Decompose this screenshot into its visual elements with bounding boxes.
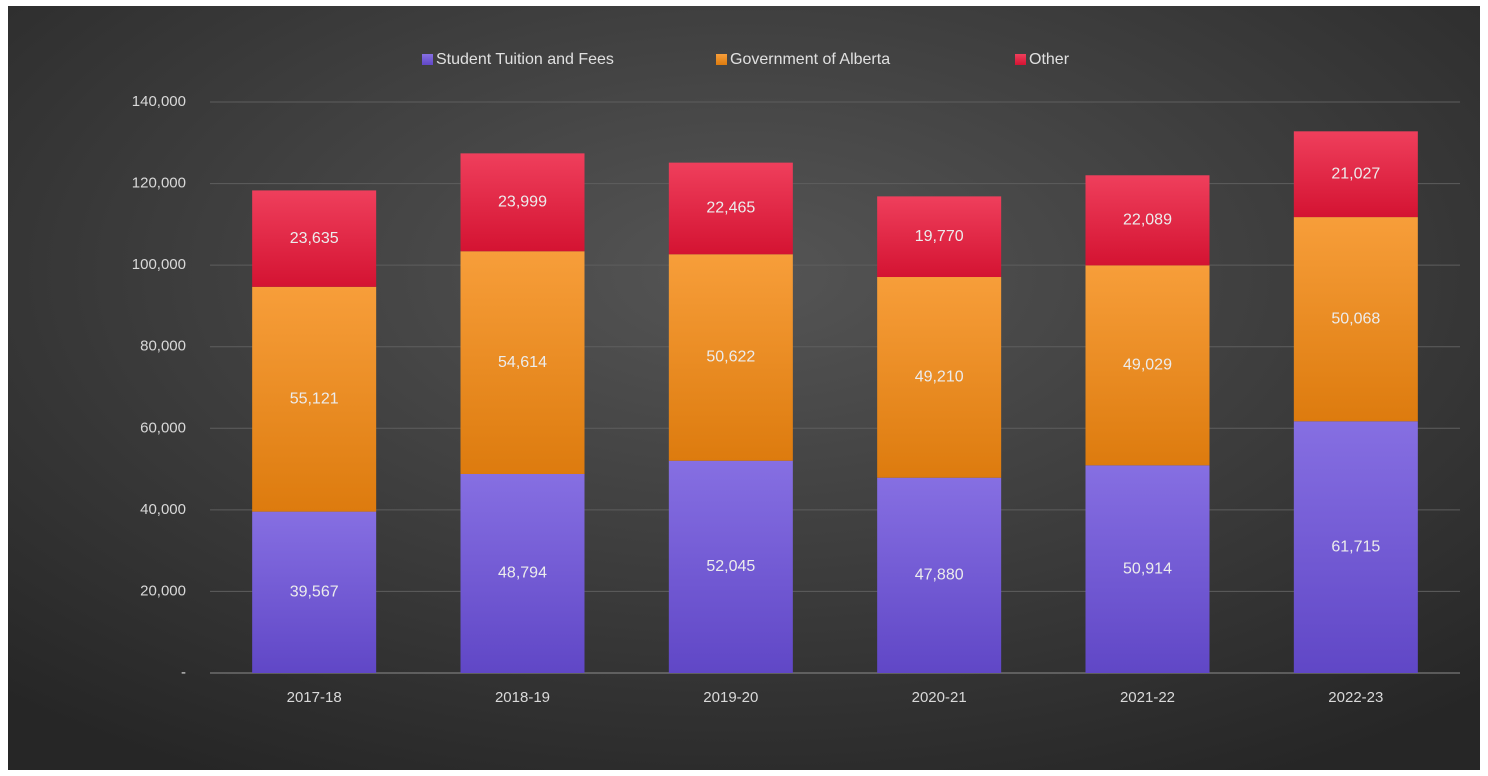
bar-segment <box>877 277 1002 478</box>
data-label: 49,210 <box>915 369 964 386</box>
legend-label: Student Tuition and Fees <box>436 51 614 68</box>
data-label: 21,027 <box>1331 165 1380 182</box>
bar-segment <box>877 477 1002 673</box>
data-label: 52,045 <box>706 558 755 575</box>
data-label: 39,567 <box>290 584 339 601</box>
y-tick-label: - <box>181 664 186 681</box>
x-tick-label: 2020-21 <box>912 689 967 706</box>
x-tick-label: 2022-23 <box>1328 689 1383 706</box>
bar-segment <box>668 460 793 673</box>
data-label: 50,068 <box>1331 310 1380 327</box>
data-label: 50,622 <box>706 349 755 366</box>
bar-segment <box>460 153 585 252</box>
data-label: 47,880 <box>915 567 964 584</box>
bar-segment <box>877 196 1002 278</box>
bar-segment <box>252 190 377 287</box>
y-tick-label: 40,000 <box>140 501 186 518</box>
bar-segment <box>1085 465 1210 673</box>
x-tick-label: 2021-22 <box>1120 689 1175 706</box>
y-tick-label: 120,000 <box>132 175 186 192</box>
legend-label: Government of Alberta <box>730 51 890 68</box>
bar-segment <box>668 254 793 461</box>
bar-segment <box>252 286 377 512</box>
data-label: 54,614 <box>498 354 547 371</box>
bar-segment <box>668 162 793 255</box>
data-label: 23,635 <box>290 230 339 247</box>
bar-segment <box>460 473 585 673</box>
data-label: 49,029 <box>1123 357 1172 374</box>
data-label: 22,089 <box>1123 212 1172 229</box>
x-tick-label: 2017-18 <box>287 689 342 706</box>
y-tick-label: 80,000 <box>140 338 186 355</box>
legend-swatch <box>716 54 727 65</box>
legend-swatch <box>1015 54 1026 65</box>
x-tick-label: 2018-19 <box>495 689 550 706</box>
data-label: 22,465 <box>706 200 755 217</box>
bar-segment <box>460 251 585 474</box>
x-tick-label: 2019-20 <box>703 689 758 706</box>
y-tick-label: 140,000 <box>132 93 186 110</box>
bar-segment <box>252 511 377 673</box>
bar-segment <box>1085 265 1210 466</box>
y-tick-label: 100,000 <box>132 256 186 273</box>
data-label: 50,914 <box>1123 560 1172 577</box>
legend-label: Other <box>1029 51 1070 68</box>
data-label: 23,999 <box>498 194 547 211</box>
bar-segment <box>1293 217 1418 422</box>
data-label: 61,715 <box>1331 538 1380 555</box>
data-label: 48,794 <box>498 565 547 582</box>
y-tick-label: 20,000 <box>140 582 186 599</box>
data-label: 19,770 <box>915 228 964 245</box>
data-label: 55,121 <box>290 390 339 407</box>
bar-segment <box>1293 421 1418 673</box>
bar-segment <box>1085 175 1210 266</box>
legend-swatch <box>422 54 433 65</box>
y-tick-label: 60,000 <box>140 419 186 436</box>
bar-segment <box>1293 131 1418 218</box>
